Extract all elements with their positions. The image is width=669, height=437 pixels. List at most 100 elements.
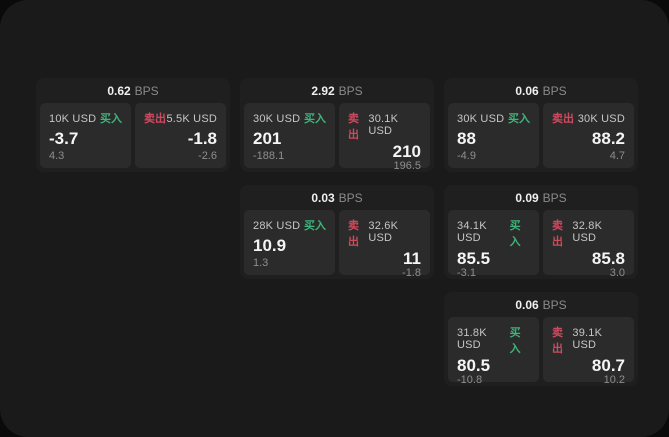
quote-card: 2.92 BPS 30K USD 买入 201 -188.1 卖出 30.1K … [240, 78, 434, 172]
sell-price: -1.8 [187, 129, 217, 148]
buy-delta: -3.1 [457, 267, 476, 279]
buy-price: 10.9 [253, 236, 287, 255]
sell-panel[interactable]: 卖出 32.8K USD 85.8 3.0 [543, 210, 634, 279]
buy-panel[interactable]: 31.8K USD 买入 80.5 -10.8 [448, 317, 539, 386]
bps-header: 0.03 BPS [244, 185, 430, 210]
buy-panel[interactable]: 30K USD 买入 201 -188.1 [244, 103, 335, 168]
buy-sell-panels: 28K USD 买入 10.9 1.3 卖出 32.6K USD 11 -1.8 [244, 210, 430, 279]
buy-panel-top: 34.1K USD 买入 [457, 217, 530, 249]
bps-value: 0.06 [515, 83, 539, 98]
buy-price: 85.5 [457, 249, 491, 268]
buy-panel[interactable]: 10K USD 买入 -3.7 4.3 [40, 103, 131, 168]
buy-side-label: 买入 [304, 220, 326, 232]
buy-delta: 4.3 [49, 150, 65, 162]
sell-delta: 4.7 [609, 150, 625, 162]
quote-card: 0.09 BPS 34.1K USD 买入 85.5 -3.1 卖出 32.8K… [444, 185, 638, 279]
bps-header: 0.06 BPS [448, 292, 634, 317]
bps-label: BPS [338, 190, 363, 205]
cards-grid: 0.62 BPS 10K USD 买入 -3.7 4.3 卖出 5.5K USD… [36, 78, 638, 386]
sell-panel-top: 卖出 32.8K USD [552, 217, 625, 249]
sell-panel[interactable]: 卖出 30.1K USD 210 196.5 [339, 103, 430, 172]
bps-header: 0.06 BPS [448, 78, 634, 103]
buy-amount: 30K USD [253, 113, 301, 125]
buy-price: 80.5 [457, 356, 491, 375]
buy-sell-panels: 30K USD 买入 88 -4.9 卖出 30K USD 88.2 4.7 [448, 103, 634, 168]
sell-panel[interactable]: 卖出 39.1K USD 80.7 10.2 [543, 317, 634, 386]
bps-label: BPS [542, 83, 567, 98]
sell-amount: 5.5K USD [166, 113, 217, 125]
sell-price: 80.7 [591, 356, 625, 375]
bps-header: 2.92 BPS [244, 78, 430, 103]
quote-card: 0.06 BPS 30K USD 买入 88 -4.9 卖出 30K USD 8… [444, 78, 638, 172]
bps-header: 0.09 BPS [448, 185, 634, 210]
sell-price: 85.8 [591, 249, 625, 268]
buy-sell-panels: 34.1K USD 买入 85.5 -3.1 卖出 32.8K USD 85.8… [448, 210, 634, 279]
sell-amount: 30.1K USD [368, 113, 399, 137]
bps-label: BPS [542, 190, 567, 205]
sell-amount: 32.8K USD [572, 220, 603, 244]
buy-panel-top: 28K USD 买入 [253, 217, 326, 233]
sell-panel-top: 卖出 39.1K USD [552, 324, 625, 356]
sell-side-label: 卖出 [144, 113, 166, 125]
buy-amount: 10K USD [49, 113, 97, 125]
buy-sell-panels: 10K USD 买入 -3.7 4.3 卖出 5.5K USD -1.8 -2.… [40, 103, 226, 168]
sell-panel[interactable]: 卖出 32.6K USD 11 -1.8 [339, 210, 430, 279]
bps-label: BPS [542, 297, 567, 312]
bps-label: BPS [134, 83, 159, 98]
bps-header: 0.62 BPS [40, 78, 226, 103]
buy-panel-top: 31.8K USD 买入 [457, 324, 530, 356]
buy-panel-top: 30K USD 买入 [253, 110, 326, 126]
buy-side-label: 买入 [509, 327, 521, 355]
sell-delta: -2.6 [198, 150, 217, 162]
buy-amount: 28K USD [253, 220, 301, 232]
buy-amount: 31.8K USD [457, 327, 487, 351]
buy-delta: 1.3 [253, 257, 269, 269]
sell-delta: 196.5 [393, 160, 421, 172]
sell-panel[interactable]: 卖出 30K USD 88.2 4.7 [543, 103, 634, 168]
buy-panel-top: 10K USD 买入 [49, 110, 122, 126]
sell-amount: 32.6K USD [368, 220, 399, 244]
buy-panel-top: 30K USD 买入 [457, 110, 530, 126]
buy-sell-panels: 30K USD 买入 201 -188.1 卖出 30.1K USD 210 1… [244, 103, 430, 172]
sell-delta: 3.0 [609, 267, 625, 279]
sell-price: 210 [392, 142, 421, 161]
quote-card: 0.62 BPS 10K USD 买入 -3.7 4.3 卖出 5.5K USD… [36, 78, 230, 172]
buy-panel[interactable]: 34.1K USD 买入 85.5 -3.1 [448, 210, 539, 279]
bps-value: 0.06 [515, 297, 539, 312]
sell-amount: 39.1K USD [572, 327, 603, 351]
buy-side-label: 买入 [509, 220, 521, 248]
bps-value: 0.62 [107, 83, 131, 98]
sell-panel-top: 卖出 5.5K USD [144, 110, 217, 126]
sell-side-label: 卖出 [348, 113, 359, 141]
sell-panel-top: 卖出 32.6K USD [348, 217, 421, 249]
buy-amount: 34.1K USD [457, 220, 487, 244]
buy-panel[interactable]: 28K USD 买入 10.9 1.3 [244, 210, 335, 275]
buy-amount: 30K USD [457, 113, 505, 125]
buy-panel[interactable]: 30K USD 买入 88 -4.9 [448, 103, 539, 168]
buy-side-label: 买入 [100, 113, 122, 125]
buy-price: 201 [253, 129, 282, 148]
buy-delta: -10.8 [457, 374, 483, 386]
buy-sell-panels: 31.8K USD 买入 80.5 -10.8 卖出 39.1K USD 80.… [448, 317, 634, 386]
sell-price: 88.2 [591, 129, 625, 148]
buy-side-label: 买入 [508, 113, 530, 125]
sell-delta: -1.8 [402, 267, 421, 279]
buy-price: -3.7 [49, 129, 79, 148]
sell-panel-top: 卖出 30K USD [552, 110, 625, 126]
quote-card: 0.06 BPS 31.8K USD 买入 80.5 -10.8 卖出 39.1… [444, 292, 638, 386]
bps-label: BPS [338, 83, 363, 98]
sell-amount: 30K USD [577, 113, 625, 125]
quote-card: 0.03 BPS 28K USD 买入 10.9 1.3 卖出 32.6K US… [240, 185, 434, 279]
sell-delta: 10.2 [603, 374, 625, 386]
bps-value: 0.03 [311, 190, 335, 205]
sell-side-label: 卖出 [552, 113, 574, 125]
sell-price: 11 [403, 249, 421, 268]
buy-delta: -188.1 [253, 150, 285, 162]
sell-side-label: 卖出 [348, 220, 359, 248]
sell-panel-top: 卖出 30.1K USD [348, 110, 421, 142]
bps-value: 2.92 [311, 83, 335, 98]
sell-panel[interactable]: 卖出 5.5K USD -1.8 -2.6 [135, 103, 226, 168]
sell-side-label: 卖出 [552, 327, 563, 355]
buy-side-label: 买入 [304, 113, 326, 125]
